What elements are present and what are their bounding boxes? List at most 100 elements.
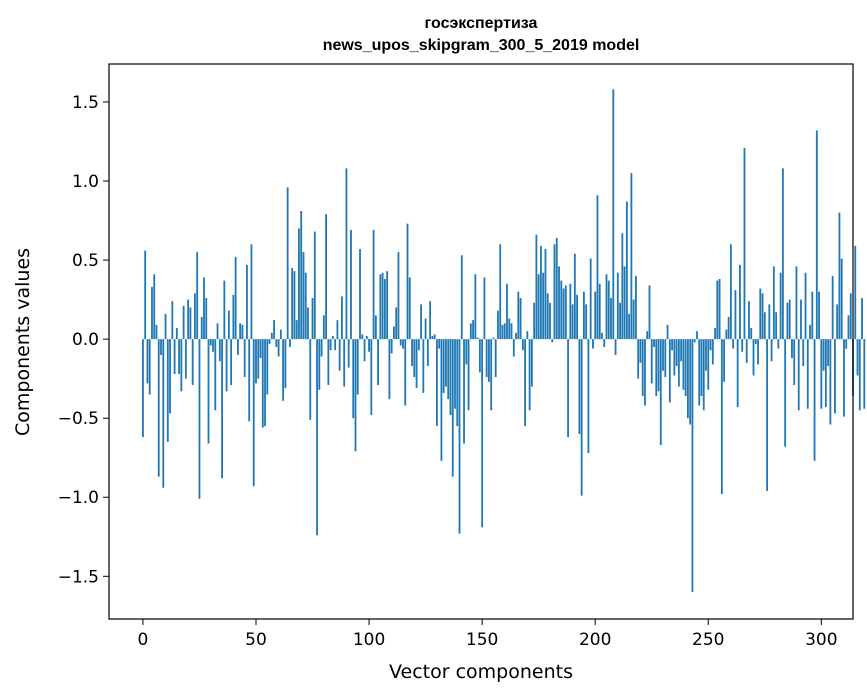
bar-300	[820, 339, 823, 409]
bar-35	[221, 339, 223, 479]
bar-227	[655, 339, 658, 397]
bar-75	[311, 298, 314, 340]
bar-175	[537, 274, 540, 340]
bar-315	[854, 245, 857, 340]
bar-57	[270, 332, 273, 340]
bar-76	[313, 231, 316, 340]
bar-284	[784, 339, 787, 447]
bar-87	[338, 339, 341, 371]
bar-278	[770, 339, 773, 362]
bar-294	[806, 339, 809, 409]
y-tick-label: 1.5	[72, 93, 99, 113]
bar-295	[809, 324, 811, 340]
bar-61	[279, 329, 282, 340]
bar-266	[743, 147, 746, 340]
bar-217	[632, 299, 635, 340]
bar-13	[171, 301, 174, 340]
bar-93	[352, 339, 355, 419]
bar-241	[687, 339, 689, 419]
bar-47	[248, 339, 251, 422]
bar-267	[745, 339, 748, 363]
bar-84	[331, 335, 334, 340]
bar-282	[779, 272, 782, 340]
bar-63	[284, 339, 287, 389]
bar-220	[639, 339, 642, 363]
bar-129	[433, 334, 436, 340]
bar-151	[483, 277, 486, 340]
bar-222	[644, 339, 646, 406]
bar-133	[442, 339, 445, 393]
bar-127	[429, 301, 432, 340]
y-tick-label: −0.5	[58, 409, 99, 429]
bar-112	[395, 307, 398, 340]
bar-153	[488, 339, 490, 382]
bar-189	[569, 283, 572, 340]
bar-228	[657, 339, 660, 392]
bar-216	[630, 173, 633, 340]
bar-101	[370, 339, 373, 416]
bar-145	[469, 323, 472, 340]
bar-88	[341, 296, 343, 340]
bar-46	[246, 264, 248, 340]
bar-246	[698, 339, 701, 406]
bar-238	[680, 339, 683, 362]
bar-277	[768, 304, 771, 340]
bar-4	[151, 286, 153, 340]
bar-180	[549, 302, 551, 340]
bar-95	[356, 339, 359, 395]
bar-251	[709, 339, 712, 351]
bar-156	[494, 339, 497, 378]
bar-171	[528, 339, 531, 411]
bar-113	[397, 252, 400, 340]
bar-32	[214, 339, 217, 411]
bar-81	[325, 214, 327, 340]
bar-316	[856, 339, 859, 376]
bar-208	[612, 89, 615, 340]
bar-105	[379, 274, 382, 340]
x-tick-label: 250	[692, 630, 724, 650]
bar-195	[582, 291, 585, 340]
x-tick-label: 300	[805, 630, 837, 650]
bar-197	[587, 339, 590, 453]
bar-290	[797, 339, 800, 411]
bar-90	[345, 168, 348, 340]
bar-89	[343, 339, 346, 387]
bar-235	[673, 339, 676, 376]
bar-276	[766, 339, 768, 491]
bar-143	[465, 339, 468, 365]
bar-39	[230, 339, 233, 385]
bar-17	[180, 339, 183, 392]
bar-7	[157, 339, 160, 477]
bar-173	[533, 302, 536, 340]
bar-230	[662, 339, 664, 371]
bar-107	[383, 279, 386, 340]
bar-126	[426, 339, 429, 367]
bar-0	[142, 339, 144, 438]
bar-135	[447, 339, 450, 400]
bar-161	[506, 283, 508, 340]
bar-291	[800, 299, 802, 340]
bar-192	[576, 294, 579, 340]
bar-11	[166, 339, 169, 442]
bar-41	[234, 256, 237, 340]
bar-155	[492, 337, 495, 340]
bar-48	[250, 244, 253, 340]
bar-177	[542, 272, 545, 340]
bar-144	[467, 339, 470, 411]
bar-66	[291, 267, 294, 340]
bar-25	[198, 339, 201, 499]
bar-137	[451, 339, 454, 477]
bar-167	[519, 298, 522, 340]
bar-99	[365, 335, 368, 340]
bar-163	[510, 323, 513, 340]
bar-55	[266, 339, 269, 395]
bar-172	[530, 339, 533, 387]
bar-242	[689, 339, 692, 425]
bar-79	[320, 339, 323, 357]
bar-215	[628, 313, 631, 340]
bar-158	[499, 244, 502, 340]
bar-65	[289, 339, 291, 348]
bar-134	[445, 339, 447, 387]
bar-110	[390, 339, 393, 354]
bar-237	[677, 339, 680, 387]
